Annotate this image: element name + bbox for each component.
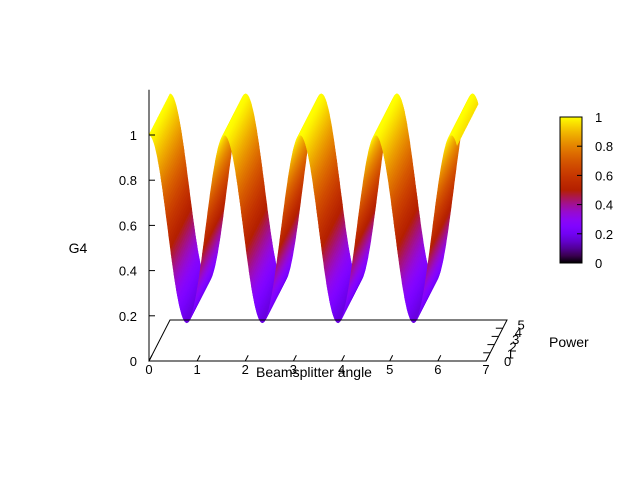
surface-layer — [148, 93, 479, 324]
